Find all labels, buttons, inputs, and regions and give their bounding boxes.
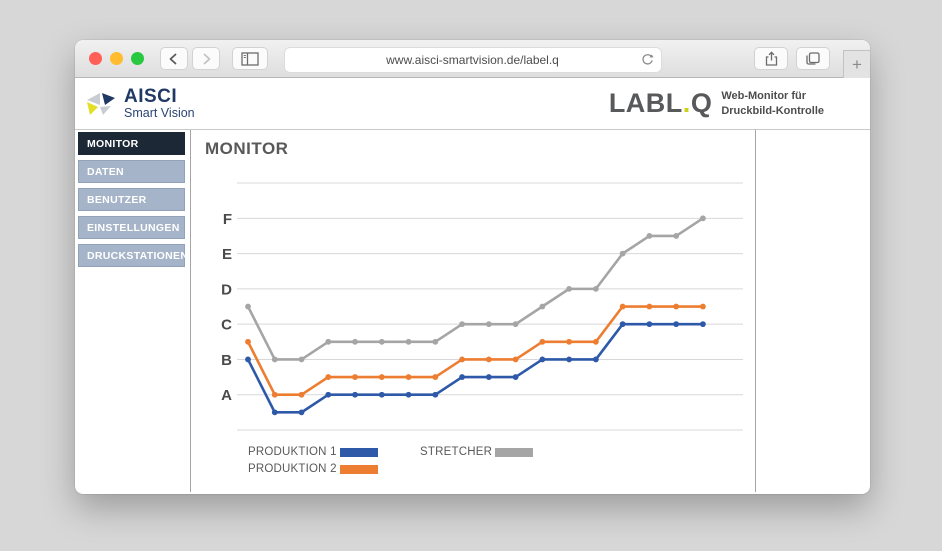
sidebar-item-benutzer[interactable]: BENUTZER: [78, 188, 185, 211]
browser-toolbar: www.aisci-smartvision.de/label.q +: [75, 40, 870, 78]
share-icon: [765, 50, 777, 66]
svg-text:B: B: [221, 352, 232, 369]
forward-icon: [203, 53, 211, 64]
address-bar[interactable]: www.aisci-smartvision.de/label.q: [283, 47, 662, 73]
new-tab-button[interactable]: +: [843, 50, 870, 78]
sidebar-item-einstellungen[interactable]: EINSTELLUNGEN: [78, 216, 185, 239]
sidebar-item-daten[interactable]: DATEN: [78, 160, 185, 183]
window-controls: [89, 52, 144, 65]
legend-label-stretcher: STRETCHER: [420, 446, 493, 458]
line-chart: A B C D E F: [191, 168, 755, 439]
refresh-icon: [641, 54, 654, 65]
product-header: LABL.Q Web-Monitor für Druckbild-Kontrol…: [609, 89, 870, 118]
legend-swatch-stretcher: [495, 447, 533, 457]
aisci-logo-icon: [87, 92, 115, 115]
browser-window: www.aisci-smartvision.de/label.q +: [75, 40, 870, 494]
page-content: AISCI Smart Vision LABL.Q Web-Monitor fü…: [75, 78, 870, 493]
svg-text:C: C: [221, 317, 232, 334]
svg-text:D: D: [221, 281, 232, 298]
close-window-button[interactable]: [89, 52, 102, 65]
sidebar-item-druckstationen[interactable]: DRUCKSTATIONEN: [78, 244, 188, 267]
brand-logo: AISCI Smart Vision: [84, 87, 195, 120]
chart-canvas: A B C D E F: [221, 182, 743, 431]
tabs-icon: [806, 52, 820, 65]
legend-swatch-produktion-1: [340, 447, 378, 457]
legend-swatch-produktion-2: [340, 464, 378, 474]
brand-subtitle: Smart Vision: [124, 106, 195, 121]
sidebar-toggle-icon: [241, 51, 259, 66]
monitor-panel: MONITOR A B C D E F PRODUKTION 1 STRETCHER PR…: [191, 130, 756, 492]
empty-right-area: [756, 130, 870, 492]
back-button[interactable]: [160, 47, 188, 70]
sidebar-nav: MONITOR DATEN BENUTZER EINSTELLUNGEN DRU…: [75, 130, 191, 492]
new-tab-icon: +: [852, 54, 862, 74]
minimize-window-button[interactable]: [110, 52, 123, 65]
refresh-button[interactable]: [641, 53, 654, 69]
zoom-window-button[interactable]: [131, 52, 144, 65]
share-button[interactable]: [754, 47, 788, 70]
url-text: www.aisci-smartvision.de/label.q: [386, 53, 559, 67]
show-tabs-button[interactable]: [796, 47, 830, 70]
sidebar-item-monitor[interactable]: MONITOR: [78, 132, 185, 155]
legend-label-produktion-2: PRODUKTION 2: [248, 463, 337, 475]
product-tagline: Web-Monitor für Druckbild-Kontrolle: [721, 90, 824, 117]
product-dot: .: [682, 88, 691, 118]
product-name: LABL.Q: [608, 88, 713, 118]
svg-text:A: A: [221, 387, 232, 404]
brand-name: AISCI: [124, 86, 178, 108]
page-title: MONITOR: [205, 139, 289, 158]
back-icon: [169, 53, 177, 64]
forward-button[interactable]: [192, 47, 220, 70]
app-header: AISCI Smart Vision LABL.Q Web-Monitor fü…: [75, 78, 870, 130]
svg-text:E: E: [222, 246, 232, 263]
sidebar-toggle-button[interactable]: [232, 47, 268, 70]
svg-text:F: F: [223, 211, 232, 228]
legend-label-produktion-1: PRODUKTION 1: [248, 446, 337, 458]
chart-legend: PRODUKTION 1 STRETCHER PRODUKTION 2: [248, 446, 755, 475]
